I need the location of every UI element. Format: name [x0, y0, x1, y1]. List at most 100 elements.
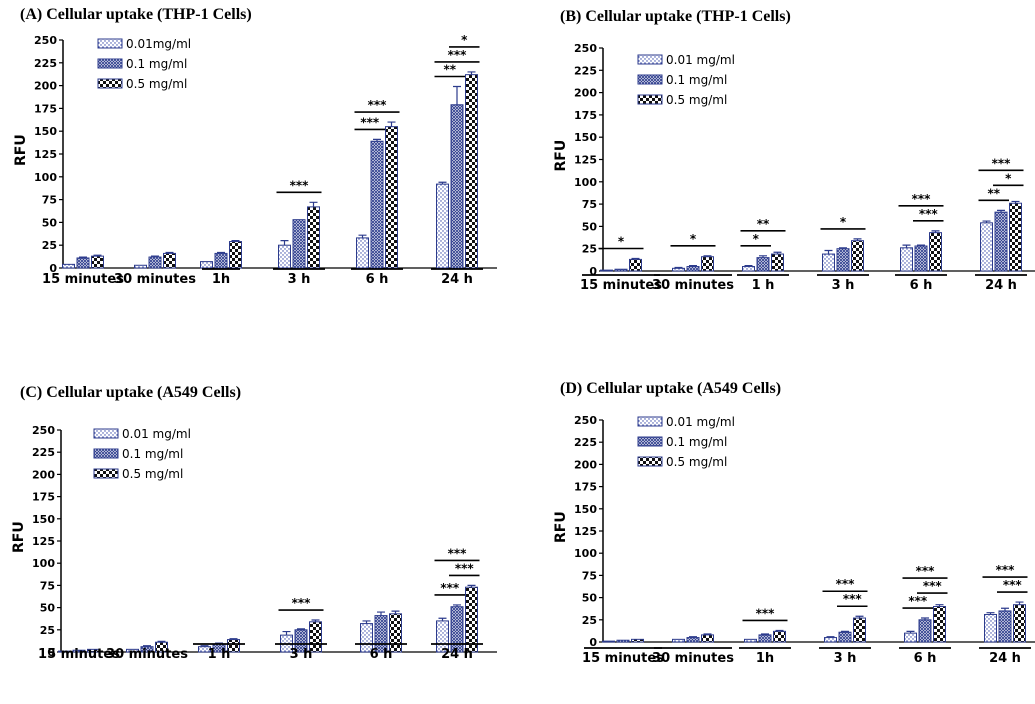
error-bar — [438, 181, 447, 185]
x-tick-label: 15 minutes — [42, 272, 124, 287]
significance-label: *** — [836, 577, 856, 591]
error-bar — [157, 640, 166, 643]
bar — [701, 634, 714, 643]
bar — [629, 258, 642, 272]
error-bar — [200, 645, 209, 647]
y-tick-label: 0 — [47, 646, 55, 659]
legend-label: 0.1 mg/ml — [122, 447, 183, 461]
bar — [436, 183, 449, 269]
x-tick-label: 24 h — [441, 647, 473, 662]
y-tick-label: 250 — [574, 414, 597, 427]
x-tick-label: 15 minutes — [580, 278, 662, 293]
error-bar — [703, 633, 712, 635]
bar — [385, 126, 398, 269]
bar — [933, 605, 946, 643]
bar — [200, 261, 213, 269]
x-tick-label: 6 h — [370, 647, 393, 662]
x-tick-label: 3 h — [834, 651, 857, 666]
bar — [771, 253, 784, 272]
significance-label: ** — [987, 186, 1000, 200]
error-bar — [1015, 601, 1024, 605]
x-tick-label: 1h — [756, 651, 774, 666]
significance-label: *** — [1003, 578, 1023, 592]
bar — [465, 586, 478, 653]
y-tick-label: 0 — [589, 636, 597, 649]
bar — [631, 638, 644, 643]
bar — [91, 255, 104, 269]
y-tick-label: 75 — [40, 579, 55, 592]
error-bar — [358, 234, 367, 238]
significance-label: *** — [290, 178, 310, 192]
bar — [370, 140, 384, 269]
y-axis-label: RFU — [553, 140, 569, 172]
bar — [672, 638, 685, 643]
significance-label: * — [461, 33, 468, 47]
legend-label: 0.01 mg/ml — [666, 53, 735, 67]
bar — [163, 252, 176, 269]
error-bar — [917, 244, 925, 247]
chart-panel-c: (C) Cellular uptake (A549 Cells) 0 25 50 75… — [10, 384, 510, 704]
significance-label: *** — [912, 192, 932, 206]
error-bar — [387, 121, 396, 127]
chart-panel-b: (B) Cellular uptake (THP-1 Cells) 0 25 50 7… — [550, 8, 1035, 328]
chart-svg: 0255075100125150175200225250RFU*********… — [553, 42, 1035, 293]
bar — [126, 648, 139, 653]
legend-swatch — [637, 74, 663, 85]
bar — [600, 269, 613, 272]
bar — [356, 237, 369, 269]
error-bar — [824, 249, 833, 255]
error-bar — [377, 611, 385, 616]
x-tick-label: 3 h — [288, 272, 311, 287]
y-tick-label: 50 — [582, 220, 598, 233]
x-tick-label: 24 h — [989, 651, 1021, 666]
error-bar — [79, 256, 87, 258]
significance-label: *** — [292, 596, 312, 610]
error-bar — [775, 629, 784, 632]
bar — [929, 232, 942, 272]
y-tick-label: 150 — [574, 503, 597, 516]
x-tick-label: 1 h — [752, 278, 775, 293]
bar — [62, 263, 75, 269]
chart-panel-d: (D) Cellular uptake (A549 Cells) 0 25 50 75… — [550, 380, 1035, 700]
bar — [914, 245, 928, 272]
error-bar — [931, 230, 940, 233]
y-tick-label: 175 — [574, 109, 597, 122]
bar — [148, 256, 162, 269]
error-bar — [309, 201, 318, 207]
bar — [822, 253, 835, 272]
bar — [701, 256, 714, 272]
significance-label: *** — [908, 594, 928, 608]
bar — [758, 634, 772, 643]
significance-label: * — [690, 232, 697, 246]
y-tick-label: 125 — [574, 525, 597, 538]
chart-title: (A) Cellular uptake (THP-1 Cells) — [20, 6, 252, 23]
bar — [984, 613, 997, 643]
error-bar — [165, 251, 174, 254]
bar — [838, 631, 852, 643]
bar — [686, 266, 700, 272]
x-tick-label: 6 h — [914, 651, 937, 666]
x-tick-label: 24 h — [985, 278, 1017, 293]
x-tick-label: 1 h — [208, 647, 231, 662]
y-tick-label: 200 — [34, 80, 57, 93]
error-bar — [297, 628, 305, 630]
legend-label: 0.5 mg/ml — [122, 467, 183, 481]
error-bar — [453, 85, 461, 105]
error-bar — [986, 612, 995, 615]
significance-label: *** — [992, 156, 1012, 170]
legend-label: 0.1 mg/ml — [666, 435, 727, 449]
x-tick-label: 3 h — [290, 647, 313, 662]
y-tick-label: 225 — [574, 64, 597, 77]
y-tick-label: 75 — [582, 198, 597, 211]
error-bar — [826, 636, 835, 638]
error-bar — [1001, 607, 1009, 611]
error-bar — [282, 630, 291, 636]
error-bar — [759, 255, 767, 258]
legend-label: 0.01 mg/ml — [666, 415, 735, 429]
error-bar — [93, 254, 102, 257]
bar — [980, 222, 993, 272]
significance-label: *** — [368, 98, 388, 112]
y-tick-label: 100 — [574, 547, 597, 560]
legend-swatch — [637, 54, 663, 65]
y-axis-label: RFU — [13, 134, 29, 166]
